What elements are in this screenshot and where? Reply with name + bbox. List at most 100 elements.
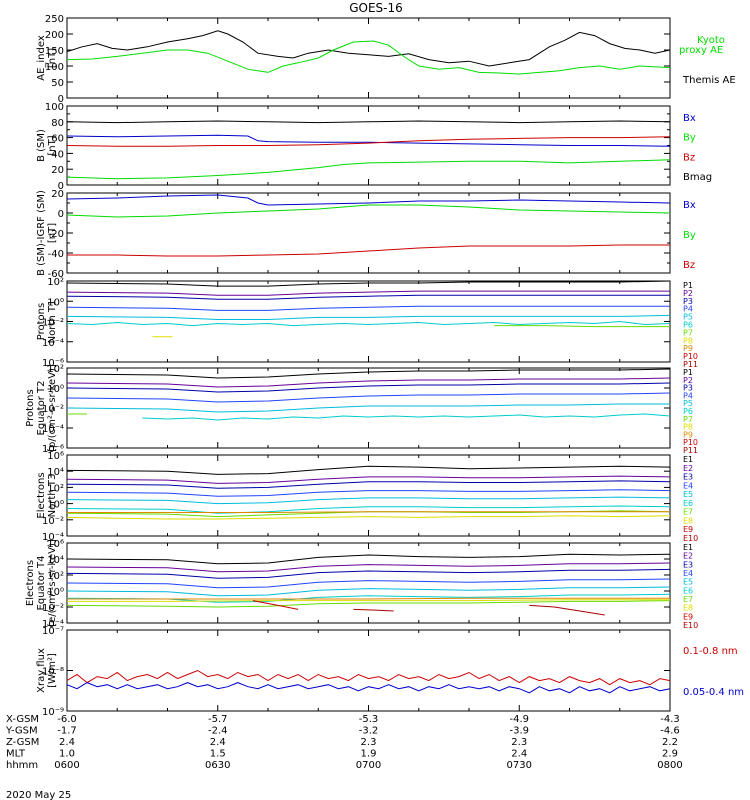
series-line-p6	[66, 320, 671, 327]
series-line-e9	[67, 597, 670, 600]
legend-entry: P7	[683, 328, 693, 337]
y-tick-label: 10²	[47, 277, 64, 288]
legend-entry: P8	[683, 423, 693, 432]
series-line-p2	[66, 377, 671, 388]
panel-7: 10⁶ 10⁴ 10² 10⁰ 10⁻² 10⁻⁴ Electrons Equator T4[…	[25, 539, 698, 630]
legend-entry: E10	[683, 621, 698, 630]
y-tick-label: 10⁻²	[42, 516, 64, 527]
y-tick-label: 10⁰	[47, 297, 64, 308]
series-line-p5	[66, 403, 670, 413]
legend-entry: E3	[683, 560, 693, 569]
legend-entry: P4	[683, 391, 693, 400]
y-tick-label: 0	[58, 181, 64, 192]
y-tick-label: 10⁻⁹	[42, 707, 64, 718]
x-row-value: -6.0	[57, 714, 77, 725]
series-line-bz	[67, 244, 670, 257]
y-tick-label: 10⁻⁶	[42, 358, 64, 369]
series-line-kyoto-proxy-ae	[66, 40, 671, 75]
series-line-e1	[66, 553, 671, 565]
legend-entry: P5	[683, 399, 693, 408]
legend-entry: E7	[683, 508, 693, 517]
y-tick-label: 10⁻⁷	[42, 626, 64, 637]
legend-entry: Bx	[683, 200, 696, 211]
y-tick-label: 10⁻⁶	[42, 444, 64, 455]
x-row-value: -4.9	[509, 714, 529, 725]
x-row-value: 2.2	[662, 737, 678, 748]
y-tick-label: 200	[45, 30, 64, 41]
legend-entry: P3	[683, 297, 693, 306]
x-row-value: 1.0	[59, 749, 75, 760]
legend-entry: P6	[683, 321, 693, 330]
series-line-e10	[353, 608, 394, 612]
series-line-e3	[66, 480, 671, 489]
y-tick-label: 10⁻⁴	[42, 532, 64, 543]
y-axis-label: B (SM)-IGRF (SM)	[36, 190, 47, 276]
y-axis-label: [p/(cm²-s-sr-keV)]	[47, 364, 58, 452]
legend-entry: Kyoto	[697, 35, 725, 46]
legend-entry: P1	[683, 368, 693, 377]
series-line-p2	[66, 290, 670, 296]
y-tick-label: 10⁻⁴	[42, 424, 64, 435]
legend-entry: E3	[683, 473, 693, 482]
series-line-e1	[66, 465, 671, 475]
y-tick-label: 150	[45, 46, 64, 57]
legend-entry: 0.05-0.4 nm	[683, 687, 744, 698]
x-row-value: 0630	[205, 760, 230, 771]
series-line-by	[66, 159, 671, 180]
x-row-value: 1.9	[361, 749, 377, 760]
series-line-p6	[142, 413, 671, 421]
panel-8: 10⁻⁷ 10⁻⁸ 10⁻⁹ Xray flux [W/m²] 0.1-0.8 nm 0.0…	[36, 626, 744, 718]
y-axis-label: [nT]	[47, 48, 58, 68]
y-tick-label: 10⁻⁸	[42, 667, 64, 678]
series-line-p1	[66, 368, 671, 379]
series-line-e9	[252, 600, 299, 610]
legend-entry: P11	[683, 446, 698, 455]
y-tick-label: 10⁻²	[42, 318, 64, 329]
x-row-value: 2.9	[662, 749, 678, 760]
series-line-e2	[66, 562, 671, 573]
x-row-value: -4.3	[660, 714, 680, 725]
x-row-value: 2.3	[361, 737, 377, 748]
series-line-e4	[66, 578, 671, 589]
legend-entry: E9	[683, 525, 693, 534]
legend-entry: E4	[683, 481, 693, 490]
y-tick-label: 10²	[47, 364, 64, 375]
y-axis-label: Electrons	[25, 560, 36, 606]
legend-entry: P1	[683, 281, 693, 290]
series-line-p3	[66, 382, 671, 393]
series-line-e7	[66, 600, 671, 608]
series-line-bmag	[66, 120, 671, 124]
series-line-e10	[529, 604, 605, 616]
y-tick-label: 10⁶	[47, 539, 64, 550]
legend-entry: E8	[683, 516, 693, 525]
y-axis-label: North T1	[47, 300, 58, 344]
panel-2: 0 20 40 60 80 100 B (SM) [nT] Bx By Bz Bmag	[36, 102, 712, 192]
x-axis-rows: X-GSM -6.0 -5.7 -5.3 -4.9 -4.3 Y-GSM -1.7 -2.4 -3…	[5, 714, 683, 771]
legend-entry: P5	[683, 313, 693, 322]
y-tick-label: 100	[45, 62, 64, 73]
x-row-value: 0800	[657, 760, 682, 771]
series-line-e3	[66, 568, 671, 579]
series-line-by	[66, 204, 671, 218]
x-row-value: -4.6	[660, 726, 680, 737]
series-line-e9	[67, 511, 670, 513]
legend-entry: E2	[683, 552, 693, 561]
legend-entry: E1	[683, 543, 693, 552]
legend-entry: By	[683, 230, 696, 241]
series-line-bx	[66, 134, 671, 147]
series-line-e5	[66, 496, 671, 505]
series-line-e4	[66, 489, 671, 497]
legend-entry: 0.1-0.8 nm	[683, 646, 738, 657]
x-row-value: 2.4	[59, 737, 75, 748]
y-tick-label: 50	[51, 78, 64, 89]
y-tick-label: 10⁻⁴	[42, 619, 64, 630]
y-tick-label: 10⁰	[47, 384, 64, 395]
legend-entry: P9	[683, 430, 693, 439]
x-row-value: 2.4	[210, 737, 226, 748]
legend-entry: P4	[683, 305, 693, 314]
panel-3: -60 -40 -20 0 20 B (SM)-IGRF (SM) [nT] Bx By Bz	[36, 189, 696, 280]
x-row-label: hhmm	[6, 760, 38, 771]
